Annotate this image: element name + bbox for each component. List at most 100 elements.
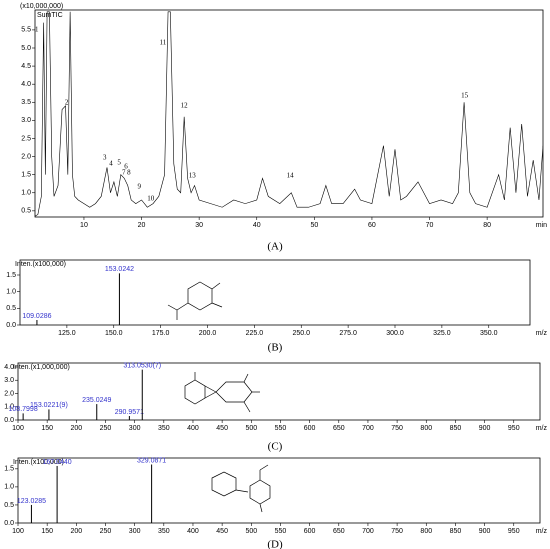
- y-axis-label: Inten.(x100,000): [13, 459, 64, 466]
- x-tick-label: 80: [483, 222, 491, 229]
- peak-number: 4: [109, 159, 113, 167]
- y-tick-label: 3.0: [4, 377, 14, 384]
- x-axis-label: min: [536, 222, 547, 229]
- x-tick-label: 850: [450, 528, 462, 535]
- x-tick-label: 250: [100, 425, 112, 432]
- y-tick-label: 1.0: [4, 484, 14, 491]
- peak-number: 9: [137, 183, 141, 191]
- x-tick-label: 550: [275, 425, 287, 432]
- peak-number: 13: [189, 171, 197, 179]
- peak-label: 123.0285: [17, 498, 46, 505]
- x-tick-label: 350: [158, 425, 170, 432]
- y-tick-label: 1.5: [21, 172, 31, 179]
- x-tick-label: 450: [216, 425, 228, 432]
- peak-label: 235.0249: [82, 397, 111, 404]
- peak-number: 15: [461, 91, 469, 99]
- peak-label: 290.9571: [115, 409, 144, 416]
- x-tick-label: 800: [420, 528, 432, 535]
- x-tick-label: 500: [245, 425, 257, 432]
- x-tick-label: 70: [426, 222, 434, 229]
- peak-label: 108.7998: [9, 406, 38, 413]
- x-tick-label: 700: [362, 528, 374, 535]
- peak-number: 5: [117, 158, 121, 166]
- y-axis-label: Inten.(x100,000): [15, 261, 66, 268]
- x-tick-label: 175.0: [152, 330, 170, 337]
- y-tick-label: 5.5: [21, 27, 31, 34]
- series-label: SumTIC: [37, 12, 63, 19]
- x-tick-label: 100: [12, 528, 24, 535]
- x-tick-label: 600: [304, 425, 316, 432]
- y-tick-label: 4.0: [21, 81, 31, 88]
- y-multiplier: (x10,000,000): [20, 3, 63, 10]
- x-tick-label: 10: [80, 222, 88, 229]
- x-tick-label: 400: [187, 528, 199, 535]
- x-axis-label: m/z: [536, 330, 548, 337]
- x-tick-label: 150: [41, 528, 53, 535]
- y-tick-label: 4.0: [4, 364, 14, 371]
- plot-area: [35, 11, 543, 217]
- x-tick-label: 50: [310, 222, 318, 229]
- peak-label: 329.0871: [137, 457, 166, 464]
- y-tick-label: 1.5: [6, 272, 16, 279]
- peak-label: 153.0221(9): [30, 402, 68, 409]
- peak-label: 109.0286: [22, 313, 51, 320]
- x-axis-label: m/z: [536, 425, 548, 432]
- x-tick-label: 300: [129, 425, 141, 432]
- y-tick-label: 3.0: [21, 117, 31, 124]
- chromatogram-line: [35, 11, 543, 217]
- x-tick-label: 600: [304, 528, 316, 535]
- y-tick-label: 2.5: [21, 135, 31, 142]
- x-tick-label: 125.0: [58, 330, 76, 337]
- structure-b: [167, 281, 223, 320]
- y-tick-label: 5.0: [21, 45, 31, 52]
- x-tick-label: 60: [368, 222, 376, 229]
- panel-caption: (C): [268, 441, 283, 453]
- x-tick-label: 950: [508, 425, 520, 432]
- x-tick-label: 800: [420, 425, 432, 432]
- x-tick-label: 250: [100, 528, 112, 535]
- y-tick-label: 0.5: [6, 305, 16, 312]
- y-tick-label: 0.5: [21, 208, 31, 215]
- peak-number: 10: [147, 195, 155, 203]
- y-tick-label: 3.5: [21, 99, 31, 106]
- y-tick-label: 1.5: [4, 466, 14, 473]
- x-tick-label: 400: [187, 425, 199, 432]
- peak-number: 6: [124, 162, 128, 170]
- x-tick-label: 30: [195, 222, 203, 229]
- x-tick-label: 20: [138, 222, 146, 229]
- x-tick-label: 750: [391, 425, 403, 432]
- x-tick-label: 200: [70, 425, 82, 432]
- structure-c: [184, 372, 260, 413]
- plot-frame: [17, 362, 541, 421]
- panel-caption: (B): [268, 342, 283, 354]
- x-tick-label: 750: [391, 528, 403, 535]
- peak-label: 313.0530(7): [123, 362, 161, 369]
- y-tick-label: 1.0: [21, 190, 31, 197]
- y-axis-label: Inten.(x1,000,000): [13, 364, 70, 371]
- plot-frame: [19, 259, 531, 326]
- y-tick-label: 0.0: [4, 417, 14, 424]
- y-tick-label: 0.0: [6, 322, 16, 329]
- x-tick-label: 350.0: [480, 330, 498, 337]
- peak-label: 153.0242: [105, 266, 134, 273]
- y-tick-label: 1.0: [4, 404, 14, 411]
- peak-label: 167.0440: [43, 459, 72, 466]
- x-tick-label: 200: [70, 528, 82, 535]
- y-tick-label: 4.5: [21, 63, 31, 70]
- x-tick-label: 450: [216, 528, 228, 535]
- x-tick-label: 275.0: [339, 330, 357, 337]
- x-tick-label: 40: [253, 222, 261, 229]
- peak-number: 8: [127, 168, 131, 176]
- peak-number: 12: [181, 102, 189, 110]
- x-tick-label: 300: [129, 528, 141, 535]
- x-tick-label: 900: [479, 425, 491, 432]
- structure-d: [211, 464, 271, 513]
- panel-caption: (A): [267, 241, 283, 253]
- peak-number: 2: [65, 99, 69, 107]
- x-tick-label: 225.0: [246, 330, 264, 337]
- peak-number: 3: [103, 154, 107, 162]
- x-tick-label: 700: [362, 425, 374, 432]
- y-tick-label: 2.0: [4, 390, 14, 397]
- x-tick-label: 900: [479, 528, 491, 535]
